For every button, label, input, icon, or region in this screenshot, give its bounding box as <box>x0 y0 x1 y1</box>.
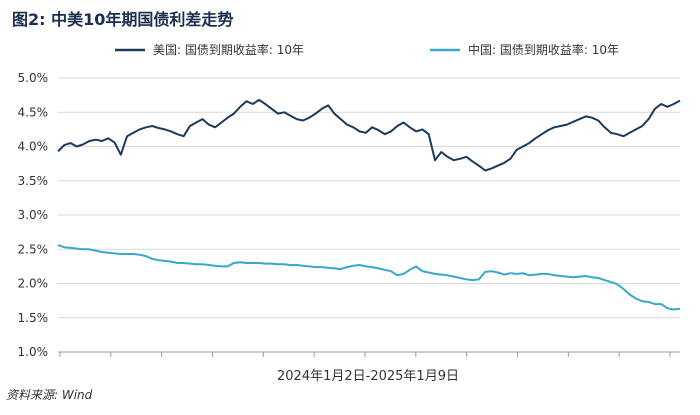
y-tick-label: 2.0% <box>18 277 49 291</box>
y-tick-label: 2.5% <box>18 242 49 256</box>
series-line-china <box>57 244 681 311</box>
series-line-us <box>57 98 681 172</box>
grid-layer <box>58 77 680 319</box>
x-axis-label: 2024年1月2日-2025年1月9日 <box>277 369 459 384</box>
x-axis <box>58 351 680 357</box>
chart-title: 图2: 中美10年期国债利差走势 <box>12 10 234 29</box>
y-tick-label: 1.0% <box>18 345 49 359</box>
legend-label: 美国: 国债到期收益率: 10年 <box>153 42 304 57</box>
y-tick-label: 1.5% <box>18 311 49 325</box>
y-tick-label: 4.0% <box>18 140 49 154</box>
legend-label: 中国: 国债到期收益率: 10年 <box>468 42 619 57</box>
y-tick-label: 3.5% <box>18 174 49 188</box>
series-layer <box>57 98 681 311</box>
y-tick-label: 3.0% <box>18 208 49 222</box>
source-note: 资料来源: Wind <box>6 388 93 402</box>
y-tick-label: 5.0% <box>18 71 49 85</box>
y-tick-label: 4.5% <box>18 105 49 119</box>
y-tick-labels: 1.0% 1.5% 2.0% 2.5% 3.0% 3.5% 4.0% 4.5% 5.0% <box>18 71 49 359</box>
legend: 美国: 国债到期收益率: 10年 中国: 国债到期收益率: 10年 <box>115 42 619 57</box>
